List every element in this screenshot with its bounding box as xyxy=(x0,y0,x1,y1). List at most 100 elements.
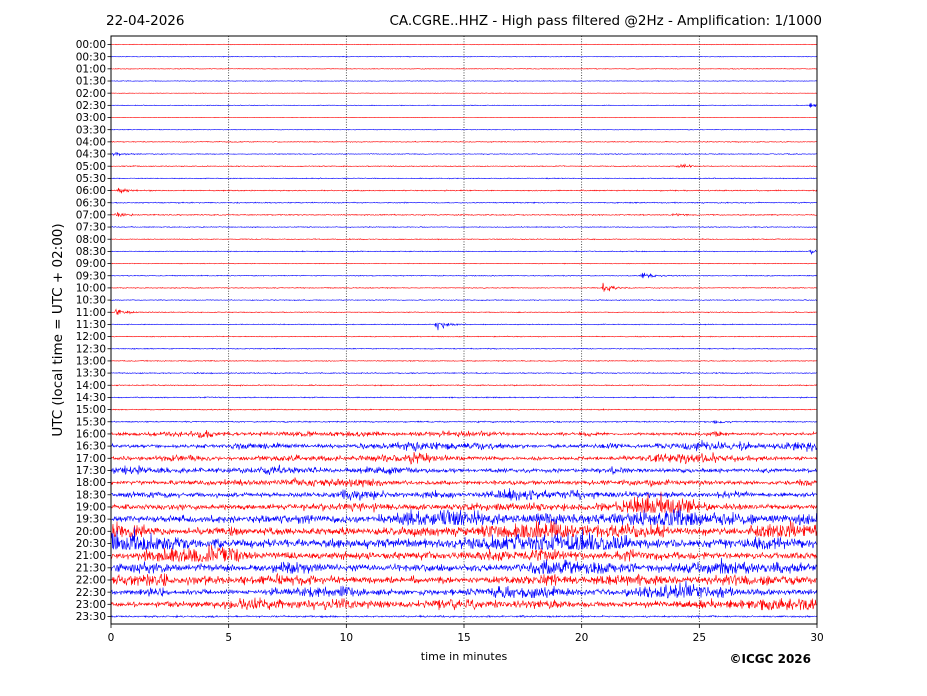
trace-12:00 xyxy=(110,335,818,338)
y-tick-label: 09:00 xyxy=(76,258,106,270)
y-tick-label: 07:00 xyxy=(76,209,106,221)
y-tick-label: 16:00 xyxy=(76,429,106,441)
y-tick-label: 16:30 xyxy=(76,441,106,453)
trace-01:30 xyxy=(110,80,818,82)
y-tick-label: 14:30 xyxy=(76,392,106,404)
trace-05:00 xyxy=(110,163,818,169)
y-tick-label: 08:30 xyxy=(76,246,106,258)
x-tick-label: 10 xyxy=(340,632,353,644)
y-tick-label: 13:00 xyxy=(76,356,106,368)
x-tick-label: 15 xyxy=(457,632,470,644)
trace-19:30 xyxy=(110,508,818,527)
trace-07:00 xyxy=(110,211,818,217)
trace-04:30 xyxy=(110,151,818,157)
trace-11:30 xyxy=(110,322,818,331)
trace-16:00 xyxy=(110,429,818,439)
y-tick-label: 01:30 xyxy=(76,76,106,88)
copyright-label: ©ICGC 2026 xyxy=(729,652,811,666)
trace-00:30 xyxy=(110,55,818,58)
trace-18:00 xyxy=(110,477,818,488)
y-tick-label: 05:00 xyxy=(76,161,106,173)
trace-20:00 xyxy=(110,520,818,539)
trace-01:00 xyxy=(110,67,818,70)
trace-05:30 xyxy=(110,177,818,180)
x-tick-label: 30 xyxy=(810,632,823,644)
y-tick-label: 11:00 xyxy=(76,307,106,319)
trace-22:30 xyxy=(110,580,818,599)
y-tick-label: 12:00 xyxy=(76,331,106,343)
y-tick-label: 14:00 xyxy=(76,380,106,392)
y-tick-label: 02:00 xyxy=(76,88,106,100)
trace-11:00 xyxy=(110,308,818,315)
y-tick-label: 18:00 xyxy=(76,477,106,489)
x-axis-label: time in minutes xyxy=(421,650,508,663)
y-tick-label: 00:30 xyxy=(76,51,106,63)
trace-08:00 xyxy=(110,238,818,241)
y-tick-label: 01:00 xyxy=(76,63,106,75)
y-tick-label: 22:00 xyxy=(76,575,106,587)
y-tick-label: 18:30 xyxy=(76,489,106,501)
y-tick-label: 20:30 xyxy=(76,538,106,550)
trace-18:30 xyxy=(110,488,818,501)
trace-15:00 xyxy=(110,408,818,411)
y-tick-label: 00:00 xyxy=(76,39,106,51)
date-label: 22-04-2026 xyxy=(106,13,184,29)
y-tick-label: 03:30 xyxy=(76,124,106,136)
trace-21:00 xyxy=(110,544,818,563)
y-tick-label: 06:30 xyxy=(76,197,106,209)
trace-17:00 xyxy=(110,452,818,465)
trace-group xyxy=(110,43,818,619)
x-tick-label: 25 xyxy=(693,632,706,644)
trace-16:30 xyxy=(110,439,818,453)
y-tick-label: 10:30 xyxy=(76,295,106,307)
y-tick-label: 07:30 xyxy=(76,222,106,234)
trace-13:00 xyxy=(110,359,818,362)
y-tick-label: 04:30 xyxy=(76,149,106,161)
y-tick-label: 17:00 xyxy=(76,453,106,465)
y-tick-label: 21:00 xyxy=(76,550,106,562)
trace-07:30 xyxy=(110,225,817,229)
trace-19:00 xyxy=(110,491,818,514)
y-tick-label: 19:30 xyxy=(76,514,106,526)
y-tick-label: 09:30 xyxy=(76,270,106,282)
trace-09:30 xyxy=(110,272,818,279)
trace-12:30 xyxy=(110,347,818,350)
x-tick-label: 0 xyxy=(108,632,115,644)
trace-17:30 xyxy=(110,464,818,476)
y-tick-label: 11:30 xyxy=(76,319,106,331)
trace-23:30 xyxy=(110,614,818,619)
trace-14:00 xyxy=(110,383,818,387)
trace-00:00 xyxy=(110,43,818,46)
y-tick-label: 10:00 xyxy=(76,283,106,295)
trace-02:30 xyxy=(110,102,818,108)
trace-23:00 xyxy=(110,597,818,611)
trace-13:30 xyxy=(110,371,818,375)
y-tick-label: 13:30 xyxy=(76,368,106,380)
x-axis-ticks: 0 5 10 15 20 25 30 xyxy=(108,624,824,644)
chart-title: CA.CGRE..HHZ - High pass filtered @2Hz -… xyxy=(389,13,822,29)
trace-10:30 xyxy=(110,298,818,302)
x-tick-label: 20 xyxy=(575,632,588,644)
y-tick-label: 20:00 xyxy=(76,526,106,538)
y-tick-label: 04:00 xyxy=(76,136,106,148)
y-axis-label: UTC (local time = UTC + 02:00) xyxy=(50,223,66,436)
y-tick-label: 21:30 xyxy=(76,562,106,574)
trace-03:30 xyxy=(110,128,818,131)
y-tick-label: 23:00 xyxy=(76,599,106,611)
y-tick-label: 15:30 xyxy=(76,416,106,428)
y-tick-label: 08:00 xyxy=(76,234,106,246)
y-tick-label: 19:00 xyxy=(76,502,106,514)
trace-09:00 xyxy=(110,262,818,265)
trace-02:00 xyxy=(111,92,818,94)
trace-06:00 xyxy=(110,187,817,194)
y-tick-label: 06:00 xyxy=(76,185,106,197)
trace-04:00 xyxy=(110,140,818,143)
y-tick-label: 05:30 xyxy=(76,173,106,185)
y-axis-ticks: 00:0000:3001:0001:3002:0002:3003:0003:30… xyxy=(76,39,111,623)
y-tick-label: 22:30 xyxy=(76,587,106,599)
trace-15:30 xyxy=(110,420,818,425)
y-tick-label: 03:00 xyxy=(76,112,106,124)
y-tick-label: 15:00 xyxy=(76,404,106,416)
trace-06:30 xyxy=(110,201,818,205)
y-tick-label: 12:30 xyxy=(76,343,106,355)
